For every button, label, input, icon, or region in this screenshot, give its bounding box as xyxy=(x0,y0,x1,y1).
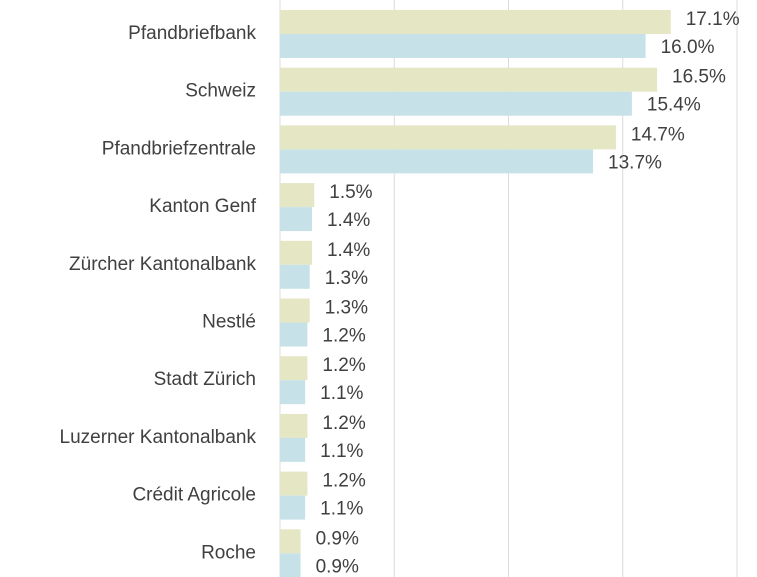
category-label: Kanton Genf xyxy=(149,196,256,217)
category-label: Pfandbriefbank xyxy=(128,23,256,44)
bar xyxy=(280,10,671,34)
bar xyxy=(280,380,306,405)
bar xyxy=(280,34,646,58)
value-label: 1.4% xyxy=(327,210,370,231)
bar xyxy=(280,553,301,577)
bar xyxy=(280,322,308,347)
value-label: 14.7% xyxy=(631,124,685,145)
bar xyxy=(280,529,301,554)
category-label: Zürcher Kantonalbank xyxy=(69,254,256,275)
value-label: 1.1% xyxy=(320,441,363,462)
bar xyxy=(280,437,306,462)
bar xyxy=(280,264,310,289)
bar xyxy=(280,495,306,520)
bar xyxy=(280,91,632,116)
category-label: Nestlé xyxy=(202,312,256,333)
value-label: 0.9% xyxy=(316,556,359,577)
bar xyxy=(280,149,594,174)
value-label: 1.5% xyxy=(329,182,372,203)
value-label: 1.1% xyxy=(320,383,363,404)
bar xyxy=(280,298,310,323)
value-label: 1.2% xyxy=(322,326,365,347)
value-label: 1.2% xyxy=(322,471,365,492)
bar xyxy=(280,471,308,496)
category-label: Luzerner Kantonalbank xyxy=(60,427,257,448)
value-label: 1.1% xyxy=(320,499,363,520)
bar xyxy=(280,183,315,208)
category-label: Schweiz xyxy=(185,81,256,102)
value-label: 1.3% xyxy=(325,268,368,289)
category-label: Stadt Zürich xyxy=(154,369,256,390)
bar xyxy=(280,125,616,150)
value-label: 1.2% xyxy=(322,355,365,376)
value-label: 13.7% xyxy=(608,152,662,173)
value-label: 15.4% xyxy=(647,95,701,116)
bar xyxy=(280,413,308,438)
category-label: Roche xyxy=(201,542,256,563)
bar xyxy=(280,67,658,92)
category-label: Crédit Agricole xyxy=(132,485,256,506)
bar xyxy=(280,356,308,381)
value-label: 16.5% xyxy=(672,67,726,88)
bar xyxy=(280,207,312,232)
category-label: Pfandbriefzentrale xyxy=(102,138,256,159)
value-label: 1.2% xyxy=(322,413,365,434)
value-label: 0.9% xyxy=(316,528,359,549)
value-label: 16.0% xyxy=(661,37,715,58)
value-label: 1.4% xyxy=(327,240,370,261)
bar xyxy=(280,240,312,265)
value-label: 17.1% xyxy=(686,9,740,30)
value-label: 1.3% xyxy=(325,298,368,319)
